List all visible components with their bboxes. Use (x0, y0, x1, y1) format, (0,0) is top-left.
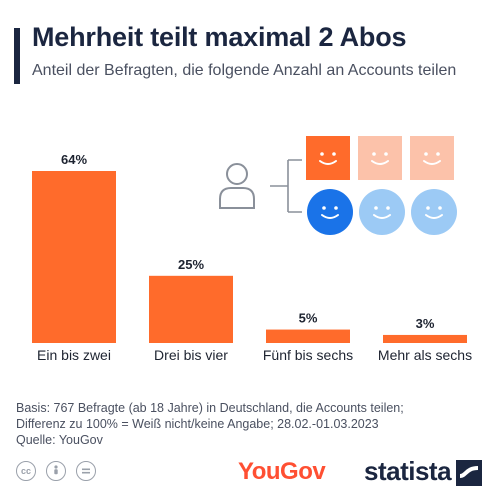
bar-4 (383, 334, 467, 343)
statista-mark-icon (456, 460, 482, 486)
chart-title: Mehrheit teilt maximal 2 Abos (32, 22, 407, 52)
category-label-4: Mehr als sechs (378, 347, 472, 363)
light-blue-face-icon (359, 189, 405, 235)
basis-line-2: Differenz zu 100% = Weiß nicht/keine Ang… (16, 417, 379, 431)
category-label-1: Ein bis zwei (37, 347, 111, 363)
cc-icon[interactable]: cc (16, 461, 36, 481)
data-label-1: 64% (61, 152, 87, 167)
bar-1 (32, 171, 116, 343)
yougov-logo[interactable]: YouGov (238, 458, 326, 485)
category-label-3: Fünf bis sechs (263, 347, 353, 363)
footnote: Basis: 767 Befragte (ab 18 Jahre) in Deu… (16, 400, 404, 448)
title-accent-bar (14, 28, 20, 84)
statista-logo[interactable]: statista (364, 456, 452, 486)
orange-face-icon (306, 136, 350, 180)
light-blue-face-icon (411, 189, 457, 235)
chart-subtitle: Anteil der Befragten, die folgende Anzah… (32, 62, 457, 79)
basis-line-1: Basis: 767 Befragte (ab 18 Jahre) in Deu… (16, 401, 404, 415)
blue-face-icon (307, 189, 353, 235)
connector-line (270, 159, 302, 213)
data-label-2: 25% (178, 257, 204, 272)
nd-icon[interactable] (76, 461, 96, 481)
user-icon (219, 163, 255, 209)
data-label-3: 5% (299, 311, 318, 326)
by-icon[interactable] (46, 461, 66, 481)
bar-3 (266, 329, 350, 343)
source-line: Quelle: YouGov (16, 433, 103, 447)
data-label-4: 3% (416, 316, 435, 331)
light-orange-face-icon (358, 136, 402, 180)
light-orange-face-icon (410, 136, 454, 180)
bar-2 (149, 275, 233, 343)
sharing-illustration (219, 136, 457, 235)
bar-chart: 64% Ein bis zwei 25% Drei bis vier 5% Fünf bi… (32, 136, 472, 363)
category-label-2: Drei bis vier (154, 347, 228, 363)
